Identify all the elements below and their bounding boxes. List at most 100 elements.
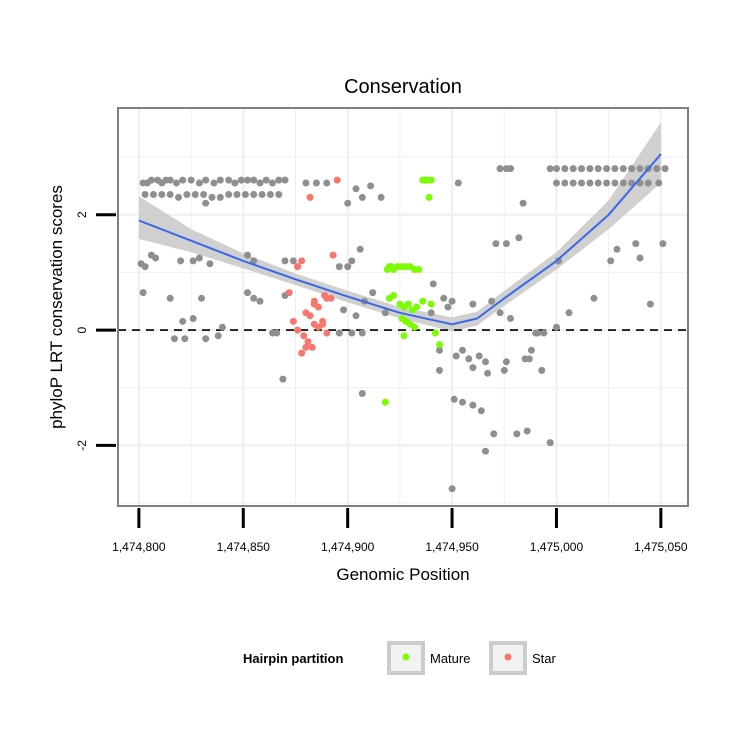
point-other	[344, 199, 352, 207]
point-other	[250, 176, 258, 184]
point-other	[632, 240, 640, 248]
point-other	[358, 390, 366, 397]
point-mature	[427, 176, 435, 184]
point-other	[358, 329, 366, 337]
point-mature	[427, 300, 435, 308]
point-other	[150, 191, 157, 198]
point-mature	[381, 398, 389, 406]
point-star	[323, 329, 331, 337]
point-other	[256, 179, 264, 187]
point-mature	[419, 297, 427, 305]
point-other	[586, 165, 594, 173]
point-other	[590, 294, 598, 302]
y-axis-title: phyloP LRT conservation scores	[47, 185, 66, 429]
point-other	[198, 294, 205, 302]
point-star	[285, 289, 293, 297]
point-other	[448, 485, 456, 493]
point-other	[275, 191, 283, 198]
point-other	[369, 289, 377, 297]
point-other	[429, 280, 437, 288]
point-other	[594, 179, 602, 187]
point-other	[436, 366, 443, 374]
point-other	[594, 165, 602, 173]
x-tick-label: 1,475,050	[634, 540, 688, 554]
point-other	[613, 245, 621, 253]
x-tick-label: 1,474,900	[321, 540, 375, 554]
point-other	[281, 257, 289, 265]
point-other	[452, 352, 460, 360]
point-star	[302, 343, 310, 351]
point-other	[189, 315, 197, 322]
x-tick-label: 1,474,950	[425, 540, 479, 554]
point-star	[327, 294, 335, 302]
point-other	[655, 179, 663, 187]
point-other	[440, 294, 448, 302]
y-tick-label: -2	[75, 440, 89, 451]
point-mature	[436, 341, 443, 348]
point-other	[484, 369, 492, 377]
point-other	[546, 439, 554, 447]
legend-marker-star	[504, 653, 512, 661]
point-other	[312, 179, 320, 187]
point-other	[139, 289, 147, 297]
point-mature	[390, 292, 398, 299]
point-other	[256, 297, 264, 305]
point-star	[300, 332, 308, 340]
point-other	[525, 355, 533, 363]
x-axis-title: Genomic Position	[336, 565, 469, 584]
point-star	[314, 323, 322, 331]
point-other	[348, 257, 356, 265]
point-other	[488, 297, 496, 305]
legend-label-star: Star	[532, 651, 557, 666]
point-other	[170, 335, 178, 343]
point-star	[289, 317, 297, 325]
point-other	[356, 245, 364, 253]
point-other	[507, 165, 514, 173]
point-other	[469, 364, 477, 372]
point-other	[427, 309, 435, 317]
point-other	[177, 257, 185, 265]
point-other	[216, 193, 224, 201]
point-mature	[413, 303, 421, 311]
point-other	[202, 335, 210, 343]
point-other	[661, 165, 669, 173]
point-other	[237, 176, 245, 184]
point-other	[561, 179, 569, 187]
point-other	[233, 191, 241, 198]
point-other	[289, 257, 297, 265]
point-other	[340, 306, 347, 314]
point-other	[578, 165, 585, 173]
point-star	[306, 193, 314, 201]
point-other	[553, 165, 560, 173]
point-other	[496, 165, 504, 173]
point-other	[515, 234, 523, 242]
point-other	[244, 289, 251, 297]
point-other	[534, 329, 542, 337]
point-other	[367, 182, 375, 190]
point-star	[294, 263, 302, 271]
point-other	[266, 191, 274, 198]
point-other	[241, 191, 249, 198]
point-other	[659, 240, 667, 248]
point-other	[200, 191, 208, 198]
point-other	[244, 251, 251, 259]
point-other	[540, 329, 548, 337]
point-other	[555, 257, 562, 265]
point-other	[141, 191, 149, 198]
point-other	[166, 191, 174, 198]
point-mature	[404, 300, 412, 308]
point-other	[348, 329, 356, 337]
x-tick-label: 1,474,800	[112, 540, 166, 554]
point-other	[459, 398, 466, 406]
point-other	[450, 395, 458, 403]
point-other	[553, 323, 560, 331]
point-other	[603, 165, 611, 173]
point-other	[262, 176, 270, 184]
point-other	[244, 176, 251, 184]
point-other	[335, 263, 343, 271]
point-other	[561, 165, 569, 173]
legend: Hairpin partition Mature Star	[243, 641, 557, 675]
point-other	[475, 352, 483, 360]
point-other	[147, 176, 155, 184]
